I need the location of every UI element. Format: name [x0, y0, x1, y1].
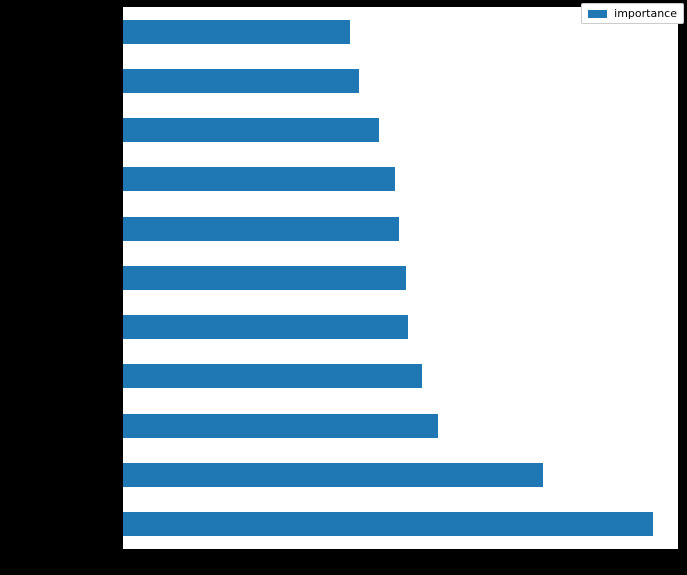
legend-label: importance — [614, 7, 677, 20]
bar-row — [123, 352, 678, 401]
importance-bar — [123, 512, 654, 537]
importance-bar — [123, 463, 543, 488]
y-axis-label-margin — [0, 0, 122, 575]
bar-row — [123, 155, 678, 204]
importance-bar — [123, 364, 423, 389]
plot-area — [122, 6, 679, 550]
bar-row — [123, 253, 678, 302]
importance-bar — [123, 315, 408, 340]
importance-bar — [123, 167, 395, 192]
bar-row — [123, 56, 678, 105]
importance-bar — [123, 19, 350, 44]
bar-row — [123, 204, 678, 253]
bar-row — [123, 303, 678, 352]
importance-bar — [123, 413, 438, 438]
importance-bar — [123, 216, 399, 241]
bar-row — [123, 500, 678, 549]
bar-row — [123, 7, 678, 56]
bar-row — [123, 450, 678, 499]
importance-bar — [123, 265, 407, 290]
x-axis-label-margin — [0, 550, 687, 575]
legend-swatch-icon — [588, 9, 608, 18]
bar-row — [123, 106, 678, 155]
legend: importance — [581, 3, 684, 24]
bar-row — [123, 401, 678, 450]
importance-bar — [123, 118, 379, 143]
importance-bar — [123, 68, 359, 93]
